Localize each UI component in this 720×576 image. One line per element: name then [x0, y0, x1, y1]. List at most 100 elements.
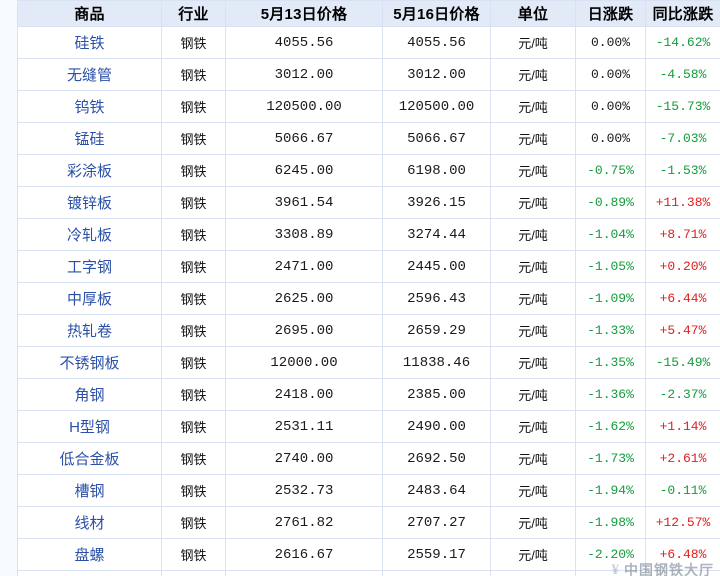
cell-industry: 钢铁 [161, 474, 226, 507]
cell-commodity-name[interactable]: 锰硅 [17, 122, 162, 155]
table-row[interactable]: 冷轧板 钢铁 3308.89 3274.44 元/吨 -1.04% +8.71% [17, 218, 720, 251]
table-row[interactable]: 钨铁 钢铁 120500.00 120500.00 元/吨 0.00% -15.73% [17, 90, 720, 123]
cell-price-may-16: 3012.00 [382, 58, 491, 91]
cell-price-may-13: 3961.54 [225, 186, 383, 219]
cell-price-may-13: 3308.89 [225, 218, 383, 251]
cell-commodity-name[interactable]: 硅铁 [17, 26, 162, 59]
cell-daily-change: 0.00% [575, 90, 646, 123]
cell-daily-change: 0.00% [575, 58, 646, 91]
table-row[interactable]: 低合金板 钢铁 2740.00 2692.50 元/吨 -1.73% +2.61% [17, 442, 720, 475]
table-row[interactable]: 硅铁 钢铁 4055.56 4055.56 元/吨 0.00% -14.62% [17, 26, 720, 59]
cell-yoy-change: +2.61% [645, 442, 720, 475]
column-header-unit[interactable]: 单位 [490, 0, 576, 27]
column-header-price-may-16[interactable]: 5月16日价格 [382, 0, 491, 27]
cell-daily-change [575, 570, 646, 576]
cell-daily-change: -1.04% [575, 218, 646, 251]
table-row[interactable]: 中厚板 钢铁 2625.00 2596.43 元/吨 -1.09% +6.44% [17, 282, 720, 315]
table-row[interactable]: 线材 钢铁 2761.82 2707.27 元/吨 -1.98% +12.57% [17, 506, 720, 539]
cell-price-may-13 [225, 570, 383, 576]
table-row[interactable]: 不锈钢板 钢铁 12000.00 11838.46 元/吨 -1.35% -15.49% [17, 346, 720, 379]
cell-industry: 钢铁 [161, 346, 226, 379]
cell-yoy-change: -15.73% [645, 90, 720, 123]
cell-industry: 钢铁 [161, 58, 226, 91]
column-header-yoy-change[interactable]: 同比涨跌 [645, 0, 720, 27]
cell-yoy-change: +1.14% [645, 410, 720, 443]
table-row[interactable]: 角钢 钢铁 2418.00 2385.00 元/吨 -1.36% -2.37% [17, 378, 720, 411]
cell-unit: 元/吨 [490, 410, 576, 443]
cell-price-may-13: 2695.00 [225, 314, 383, 347]
table-row[interactable]: 工字钢 钢铁 2471.00 2445.00 元/吨 -1.05% +0.20% [17, 250, 720, 283]
cell-unit: 元/吨 [490, 442, 576, 475]
cell-commodity-name[interactable]: 镀锌板 [17, 186, 162, 219]
cell-industry: 钢铁 [161, 378, 226, 411]
cell-price-may-16: 11838.46 [382, 346, 491, 379]
cell-commodity-name[interactable]: 盘螺 [17, 538, 162, 571]
cell-price-may-13: 3012.00 [225, 58, 383, 91]
cell-commodity-name[interactable]: 槽钢 [17, 474, 162, 507]
column-header-price-may-13[interactable]: 5月13日价格 [225, 0, 383, 27]
table-row[interactable]: 彩涂板 钢铁 6245.00 6198.00 元/吨 -0.75% -1.53% [17, 154, 720, 187]
cell-unit: 元/吨 [490, 314, 576, 347]
cell-commodity-name[interactable]: 线材 [17, 506, 162, 539]
cell-daily-change: -1.36% [575, 378, 646, 411]
cell-commodity-name[interactable]: 彩涂板 [17, 154, 162, 187]
cell-unit: 元/吨 [490, 218, 576, 251]
cell-price-may-13: 2761.82 [225, 506, 383, 539]
cell-unit: 元/吨 [490, 58, 576, 91]
cell-commodity-name[interactable]: 无缝管 [17, 58, 162, 91]
cell-unit: 元/吨 [490, 506, 576, 539]
table-row[interactable]: 锰硅 钢铁 5066.67 5066.67 元/吨 0.00% -7.03% [17, 122, 720, 155]
table-row[interactable]: 盘螺 钢铁 2616.67 2559.17 元/吨 -2.20% +6.48% [17, 538, 720, 571]
cell-price-may-13: 6245.00 [225, 154, 383, 187]
table-row[interactable]: 热轧卷 钢铁 2695.00 2659.29 元/吨 -1.33% +5.47% [17, 314, 720, 347]
cell-unit: 元/吨 [490, 250, 576, 283]
commodity-price-table: 商品 行业 5月13日价格 5月16日价格 单位 日涨跌 同比涨跌 硅铁 钢铁 40… [17, 0, 720, 576]
cell-price-may-13: 2471.00 [225, 250, 383, 283]
cell-commodity-name[interactable]: 钨铁 [17, 90, 162, 123]
column-header-industry[interactable]: 行业 [161, 0, 226, 27]
table-row[interactable]: 槽钢 钢铁 2532.73 2483.64 元/吨 -1.94% -0.11% [17, 474, 720, 507]
cell-daily-change: -1.05% [575, 250, 646, 283]
cell-industry: 钢铁 [161, 410, 226, 443]
cell-unit: 元/吨 [490, 378, 576, 411]
cell-daily-change: 0.00% [575, 122, 646, 155]
column-header-daily-change[interactable]: 日涨跌 [575, 0, 646, 27]
cell-price-may-13: 2531.11 [225, 410, 383, 443]
cell-commodity-name[interactable]: 中厚板 [17, 282, 162, 315]
cell-unit: 元/吨 [490, 346, 576, 379]
cell-price-may-13: 2740.00 [225, 442, 383, 475]
cell-industry [161, 570, 226, 576]
cell-industry: 钢铁 [161, 538, 226, 571]
cell-price-may-16: 6198.00 [382, 154, 491, 187]
table-row[interactable]: H型钢 钢铁 2531.11 2490.00 元/吨 -1.62% +1.14% [17, 410, 720, 443]
cell-commodity-name[interactable]: 热轧卷 [17, 314, 162, 347]
header-row: 商品 行业 5月13日价格 5月16日价格 单位 日涨跌 同比涨跌 [17, 0, 720, 27]
cell-industry: 钢铁 [161, 442, 226, 475]
cell-yoy-change: +5.47% [645, 314, 720, 347]
cell-yoy-change: +6.48% [645, 538, 720, 571]
cell-commodity-name[interactable]: 工字钢 [17, 250, 162, 283]
cell-commodity-name[interactable] [17, 570, 162, 576]
cell-industry: 钢铁 [161, 90, 226, 123]
cell-unit: 元/吨 [490, 26, 576, 59]
cell-daily-change: -0.89% [575, 186, 646, 219]
column-header-commodity[interactable]: 商品 [17, 0, 162, 27]
table-row[interactable]: 无缝管 钢铁 3012.00 3012.00 元/吨 0.00% -4.58% [17, 58, 720, 91]
cell-commodity-name[interactable]: 不锈钢板 [17, 346, 162, 379]
cell-industry: 钢铁 [161, 122, 226, 155]
cell-daily-change: -2.20% [575, 538, 646, 571]
cell-price-may-13: 4055.56 [225, 26, 383, 59]
cell-commodity-name[interactable]: 冷轧板 [17, 218, 162, 251]
cell-price-may-13: 120500.00 [225, 90, 383, 123]
cell-yoy-change: -14.62% [645, 26, 720, 59]
cell-yoy-change: +12.57% [645, 506, 720, 539]
table-row[interactable]: 镀锌板 钢铁 3961.54 3926.15 元/吨 -0.89% +11.38% [17, 186, 720, 219]
cell-price-may-16: 5066.67 [382, 122, 491, 155]
cell-price-may-16: 2659.29 [382, 314, 491, 347]
cell-commodity-name[interactable]: H型钢 [17, 410, 162, 443]
table-row[interactable] [17, 570, 720, 576]
cell-unit: 元/吨 [490, 186, 576, 219]
cell-commodity-name[interactable]: 低合金板 [17, 442, 162, 475]
cell-commodity-name[interactable]: 角钢 [17, 378, 162, 411]
cell-price-may-13: 2625.00 [225, 282, 383, 315]
